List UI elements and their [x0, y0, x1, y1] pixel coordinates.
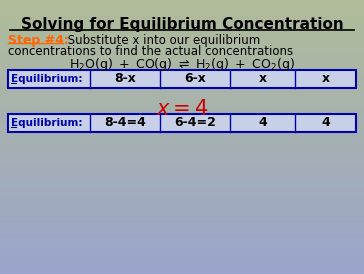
Text: 6-x: 6-x — [184, 72, 206, 85]
Bar — [0, 232, 364, 238]
Bar — [0, 22, 364, 27]
Bar — [0, 182, 364, 187]
Bar — [0, 95, 364, 101]
Bar — [0, 164, 364, 169]
Bar — [8, 114, 356, 132]
Bar — [0, 223, 364, 228]
Bar — [0, 214, 364, 219]
Bar — [0, 219, 364, 224]
Bar — [0, 237, 364, 242]
Bar — [0, 141, 364, 146]
Bar — [0, 82, 364, 87]
Bar — [0, 86, 364, 91]
Bar — [0, 228, 364, 233]
Bar — [0, 264, 364, 269]
Bar — [0, 68, 364, 73]
Text: Substitute x into our equilibrium: Substitute x into our equilibrium — [64, 34, 260, 47]
Bar — [0, 91, 364, 96]
Bar — [0, 201, 364, 206]
Text: concentrations to find the actual concentrations: concentrations to find the actual concen… — [8, 45, 293, 58]
Bar — [0, 251, 364, 256]
Bar — [0, 50, 364, 55]
Bar — [0, 205, 364, 210]
Text: $\mathit{x = 4}$: $\mathit{x = 4}$ — [156, 99, 208, 119]
Bar — [0, 260, 364, 265]
Text: $\rm H_2O(g)\ +\ CO(g)\ \rightleftharpoons\ H_2(g)\ +\ CO_2(g)$: $\rm H_2O(g)\ +\ CO(g)\ \rightleftharpoo… — [69, 56, 295, 73]
Bar — [0, 45, 364, 50]
Bar — [0, 41, 364, 46]
Text: x: x — [321, 72, 329, 85]
Bar — [0, 64, 364, 68]
Bar — [0, 114, 364, 119]
Bar — [0, 132, 364, 137]
Bar — [0, 73, 364, 78]
Bar — [0, 242, 364, 247]
Bar — [0, 13, 364, 18]
Bar — [0, 178, 364, 183]
Bar — [0, 36, 364, 41]
Bar — [0, 4, 364, 9]
Text: Equilibrium:: Equilibrium: — [11, 118, 83, 127]
Text: 4: 4 — [258, 116, 267, 129]
Bar — [0, 109, 364, 114]
Bar — [0, 9, 364, 14]
Bar — [0, 127, 364, 132]
Bar — [0, 246, 364, 251]
Bar — [0, 146, 364, 151]
Bar — [0, 100, 364, 105]
Bar — [0, 191, 364, 196]
Bar — [0, 118, 364, 123]
Bar — [0, 196, 364, 201]
Bar — [0, 0, 364, 5]
Bar — [0, 173, 364, 178]
Bar — [0, 187, 364, 192]
Text: 4: 4 — [321, 116, 330, 129]
Bar — [0, 136, 364, 142]
Bar — [0, 123, 364, 128]
Bar — [0, 155, 364, 160]
Bar — [0, 18, 364, 23]
Bar — [0, 210, 364, 215]
Bar — [8, 70, 356, 88]
Text: 8-4=4: 8-4=4 — [104, 116, 146, 129]
Bar — [0, 59, 364, 64]
Bar — [0, 150, 364, 155]
Text: Step #4:: Step #4: — [8, 34, 69, 47]
Bar — [0, 77, 364, 82]
Text: 8-x: 8-x — [114, 72, 136, 85]
Bar — [0, 159, 364, 164]
Text: x: x — [258, 72, 266, 85]
Bar — [0, 255, 364, 260]
Bar — [0, 269, 364, 274]
Text: Solving for Equilibrium Concentration: Solving for Equilibrium Concentration — [21, 17, 343, 32]
Bar — [0, 105, 364, 110]
Bar — [0, 54, 364, 59]
Bar — [0, 169, 364, 173]
Text: Equilibrium:: Equilibrium: — [11, 73, 83, 84]
Text: 6-4=2: 6-4=2 — [174, 116, 216, 129]
Bar — [0, 27, 364, 32]
Bar — [0, 32, 364, 36]
